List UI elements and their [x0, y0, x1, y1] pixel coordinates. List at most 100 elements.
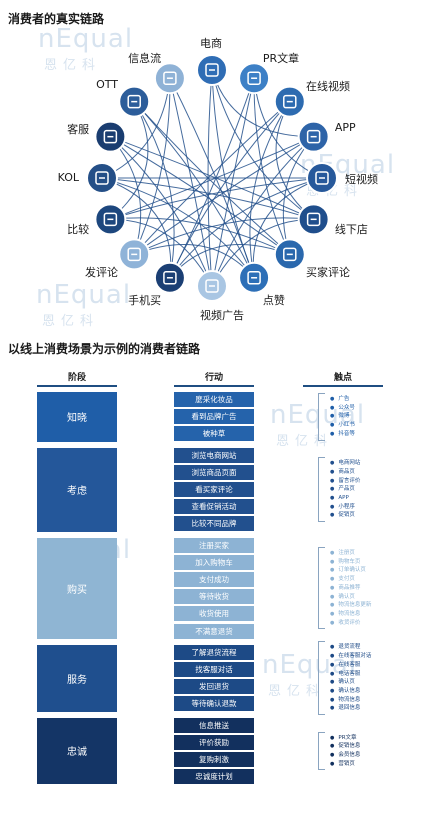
cart-icon	[196, 54, 228, 86]
action-item: 忠诚度计划	[174, 769, 254, 785]
action-item: 查看促销活动	[174, 499, 254, 515]
scale-icon	[94, 203, 127, 236]
touchpoint-item: 抖音等	[330, 430, 355, 439]
node-label: APP	[334, 120, 356, 134]
action-item: 收货使用	[174, 606, 254, 622]
touchpoint-item: 公众号	[330, 404, 355, 413]
stage-block: 忠诚	[37, 717, 117, 785]
tv-icon	[118, 85, 151, 118]
connection-line	[133, 101, 291, 255]
connection-line	[133, 101, 175, 278]
touchpoint-bracket	[318, 731, 325, 771]
ad-screen-icon	[196, 270, 228, 302]
touchpoint-item: 物流信息	[330, 696, 371, 705]
touchpoint-list: PR文章促销信息会员信息营销页	[330, 734, 360, 769]
phone-app-icon	[297, 120, 330, 153]
touchpoint-item: 在线客服对话	[330, 652, 371, 661]
touchpoint-item: 确认信息	[330, 687, 371, 696]
action-item: 发回退货	[174, 679, 254, 695]
action-item: 麼采化妆品	[174, 392, 254, 407]
action-item: 信息推送	[174, 717, 254, 733]
touchpoint-item: 电商网站	[330, 459, 360, 468]
page-title: 消费者的真实链路	[8, 12, 105, 26]
action-header: 行动	[174, 370, 254, 387]
touchpoint-bracket	[318, 641, 325, 715]
short-video-icon	[306, 162, 338, 194]
touchpoint-item: 商品页	[330, 468, 360, 477]
action-item: 找客服对话	[174, 662, 254, 677]
action-item: 等待收货	[174, 589, 254, 605]
touchpoint-item: 物流信息	[330, 610, 371, 619]
touchpoint-item: 退回信息	[330, 704, 371, 713]
action-item: 不满意退货	[174, 623, 254, 639]
node-label: 手机买	[128, 294, 162, 308]
stage-block: 服务	[37, 644, 117, 712]
comment-icon	[273, 238, 306, 271]
action-item: 浏览商品页面	[174, 464, 254, 480]
touchpoint-list: 退货流程在线客服对话在线客服电话客服确认页确认信息物流信息退回信息	[330, 643, 371, 713]
kol-icon	[86, 162, 118, 194]
stage-block: 购买	[37, 537, 117, 639]
node-label: 买家评论	[306, 265, 351, 279]
action-item: 评价获励	[174, 734, 254, 750]
connection-line	[101, 177, 314, 220]
connection-line	[110, 101, 149, 220]
connection-line	[110, 177, 323, 220]
node-label: OTT	[96, 78, 118, 92]
touchpoint-item: 支付页	[330, 575, 371, 584]
connection-line	[249, 101, 291, 278]
stage-block: 知晓	[37, 392, 117, 442]
stage-header: 阶段	[37, 370, 117, 387]
action-item: 看到品牌广告	[174, 409, 254, 425]
connection-line	[169, 78, 213, 287]
touchpoint-item: 退货流程	[330, 643, 371, 652]
feed-icon	[153, 62, 186, 95]
action-item: 被种草	[174, 426, 254, 442]
touchpoint-bracket	[318, 457, 325, 523]
node-label: 视频广告	[200, 309, 244, 322]
touchpoint-item: 留言评价	[330, 477, 360, 486]
connection-line	[253, 78, 291, 255]
touchpoint-header: 触点	[303, 370, 383, 387]
connection-line	[110, 217, 290, 255]
action-item: 了解退货流程	[174, 644, 254, 660]
action-item: 复购刺激	[174, 752, 254, 767]
connection-line	[101, 177, 255, 279]
stage-block: 考虑	[37, 447, 117, 532]
mobile-icon	[153, 261, 186, 294]
connection-line	[110, 136, 291, 255]
touchpoint-bracket	[318, 547, 325, 630]
edit-icon	[118, 238, 151, 271]
touchpoint-item: 小红书	[330, 421, 355, 430]
connection-line	[110, 136, 213, 287]
action-item: 注册买家	[174, 537, 254, 553]
node-label: 电商	[200, 37, 222, 50]
action-item: 看买家评论	[174, 482, 254, 497]
action-item: 加入购物车	[174, 554, 254, 570]
touchpoint-item: 在线客服	[330, 661, 371, 670]
touchpoint-item: PR文章	[330, 734, 360, 743]
touchpoint-bracket	[318, 393, 325, 441]
connection-line	[211, 78, 255, 287]
touchpoint-item: 电话客服	[330, 670, 371, 679]
touchpoint-item: 产品页	[330, 485, 360, 494]
connection-line	[133, 78, 171, 255]
touchpoint-item: 确认页	[330, 593, 371, 602]
consumer-chain-network	[86, 54, 338, 302]
node-label: 线下店	[334, 223, 368, 237]
node-label: 比较	[67, 223, 90, 237]
touchpoint-item: 会员信息	[330, 751, 360, 760]
node-label: PR文章	[262, 51, 300, 65]
touchpoint-item: 订单确认页	[330, 566, 371, 575]
touchpoint-item: 促销信息	[330, 742, 360, 751]
thumbs-up-icon	[238, 261, 271, 294]
connection-line	[133, 101, 255, 278]
touchpoint-list: 注册页购物车页订单确认页支付页商品推荐确认页物流信息更新物流信息收货评价	[330, 549, 371, 627]
touchpoint-item: 促销页	[330, 511, 360, 520]
touchpoint-item: 微博	[330, 412, 355, 421]
video-play-icon	[273, 85, 306, 118]
touchpoint-item: 小程序	[330, 503, 360, 512]
touchpoint-item: 购物车页	[330, 558, 371, 567]
section-title: 以线上消费场景为示例的消费者链路	[8, 342, 201, 356]
touchpoint-item: APP	[330, 494, 360, 503]
